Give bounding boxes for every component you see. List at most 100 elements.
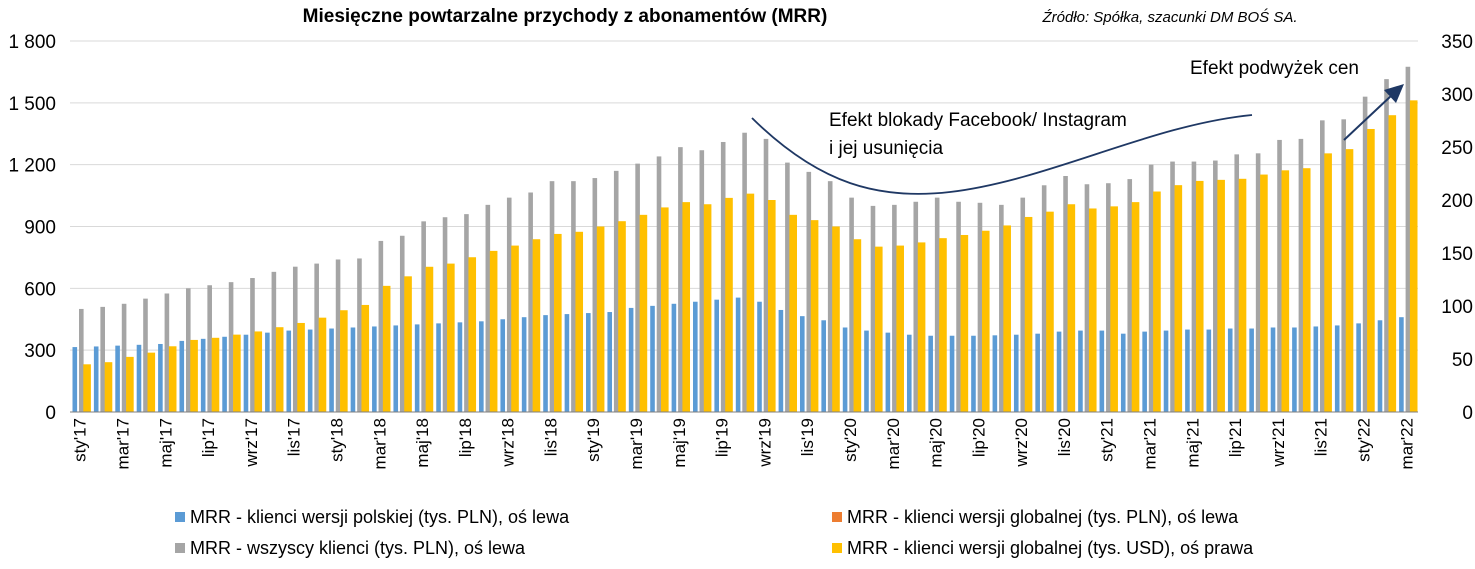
x-tick-label: lis'19	[798, 418, 817, 456]
price-annotation: Efekt podwyżek cen	[1190, 58, 1359, 79]
x-tick-label: lip'21	[1226, 418, 1245, 457]
bar-polish	[243, 334, 249, 412]
bar-polish	[179, 340, 185, 412]
bar-polish	[735, 297, 741, 412]
bar-all-clients	[1084, 184, 1090, 412]
y-axis-left: 0 300 600 900 1 200 1 500 1 800	[8, 32, 56, 424]
bar-polish	[1270, 327, 1276, 412]
bar-all-clients	[892, 204, 897, 412]
bar-global-usd	[1409, 100, 1418, 413]
bar-polish	[436, 323, 441, 412]
source-note: Źródło: Spółka, szacunki DM BOŚ SA.	[1041, 8, 1297, 26]
bar-polish	[1163, 330, 1169, 412]
bar-all-clients	[271, 271, 277, 412]
bar-all-clients	[806, 171, 812, 412]
bar-polish	[757, 301, 762, 412]
price-arrow-line	[1343, 94, 1393, 141]
x-tick-label: mar'22	[1397, 418, 1416, 469]
bar-all-clients	[571, 181, 576, 412]
y-left-tick-label: 600	[24, 279, 56, 300]
bar-all-clients	[1063, 176, 1068, 412]
bar-all-clients	[999, 204, 1004, 412]
bar-polish	[372, 326, 377, 412]
bar-polish	[949, 335, 955, 412]
bar-polish	[329, 328, 334, 412]
bar-polish	[479, 321, 484, 412]
x-tick-label: wrz'18	[499, 418, 518, 468]
bar-polish	[1099, 330, 1105, 412]
y-right-tick-label: 100	[1441, 297, 1473, 318]
bar-global-usd	[233, 334, 241, 412]
bar-polish	[628, 307, 634, 412]
bar-all-clients	[1106, 183, 1111, 412]
bar-all-clients	[1384, 79, 1389, 412]
bar-all-clients	[870, 205, 876, 412]
x-tick-label: sty'17	[71, 418, 90, 462]
facebook-effect-curve	[751, 114, 1253, 195]
bar-polish	[842, 327, 848, 412]
bar-all-clients	[314, 263, 319, 412]
bar-global-usd	[896, 245, 904, 412]
bar-polish	[564, 314, 570, 412]
bar-all-clients	[1170, 161, 1175, 412]
bar-polish	[714, 299, 720, 412]
bar-global-usd	[340, 310, 348, 412]
x-tick-label: lis'17	[285, 418, 304, 456]
bar-global-usd	[104, 362, 113, 412]
bar-all-clients	[1127, 179, 1133, 412]
x-tick-label: wrz'19	[755, 418, 774, 468]
bar-all-clients	[207, 285, 212, 412]
bar-global-usd	[1367, 128, 1375, 413]
bar-global-usd	[703, 204, 712, 412]
bar-polish	[72, 347, 78, 412]
bar-global-usd	[83, 364, 91, 412]
bar-global-usd	[960, 234, 969, 412]
bar-global-usd	[1024, 216, 1033, 412]
legend-label-global-pln: MRR - klienci wersji globalnej (tys. PLN…	[847, 507, 1239, 527]
bar-all-clients	[977, 202, 983, 412]
bar-polish	[971, 335, 976, 412]
bar-global-usd	[1217, 179, 1225, 412]
x-axis-ticks: sty'17 mar'17 maj'17 lip'17 wrz'17 lis'17 sty'…	[71, 418, 1417, 469]
y-axis-right: 0 50 100 150 200 250 300 350	[1441, 32, 1473, 424]
legend-label-all: MRR - wszyscy klienci (tys. PLN), oś lew…	[190, 538, 526, 558]
bar-polish	[1356, 323, 1361, 412]
bar-polish	[500, 319, 506, 412]
bar-all-clients	[720, 141, 726, 412]
legend-swatch-all	[175, 543, 185, 553]
bar-polish	[1013, 334, 1019, 412]
bar-polish	[778, 309, 784, 412]
legend-label-global-usd: MRR - klienci wersji globalnej (tys. USD…	[847, 538, 1254, 558]
x-tick-label: lis'21	[1312, 418, 1331, 456]
x-tick-label: lip'17	[199, 418, 218, 457]
bar-global-usd	[1302, 168, 1311, 412]
bar-polish	[1292, 327, 1297, 412]
bar-global-usd	[1174, 185, 1183, 412]
bar-all-clients	[613, 170, 619, 412]
y-right-tick-label: 250	[1441, 138, 1473, 159]
legend-label-polish: MRR - klienci wersji polskiej (tys. PLN)…	[190, 507, 570, 527]
bar-global-usd	[1345, 149, 1354, 412]
x-tick-label: wrz'20	[1012, 418, 1031, 468]
bar-all-clients	[785, 162, 790, 412]
bar-polish	[93, 346, 99, 412]
bar-all-clients	[485, 204, 491, 412]
bar-all-clients	[121, 303, 127, 412]
bar-all-clients	[1298, 138, 1304, 412]
x-tick-label: wrz'17	[242, 418, 261, 468]
legend-swatch-global-usd	[832, 543, 842, 553]
bar-polish	[885, 332, 891, 412]
x-tick-label: lip'20	[969, 418, 988, 457]
bar-polish	[200, 338, 206, 412]
bar-all-clients	[79, 308, 84, 412]
bar-all-clients	[100, 306, 105, 412]
bar-polish	[393, 325, 399, 412]
x-tick-label: sty'22	[1355, 418, 1374, 462]
bar-polish	[1399, 317, 1404, 412]
bar-all-clients	[143, 298, 148, 412]
bar-all-clients	[185, 288, 191, 412]
bar-all-clients	[1041, 185, 1047, 412]
bar-all-clients	[827, 181, 833, 412]
x-tick-label: lis'20	[1055, 418, 1074, 456]
y-right-tick-label: 200	[1441, 191, 1473, 212]
